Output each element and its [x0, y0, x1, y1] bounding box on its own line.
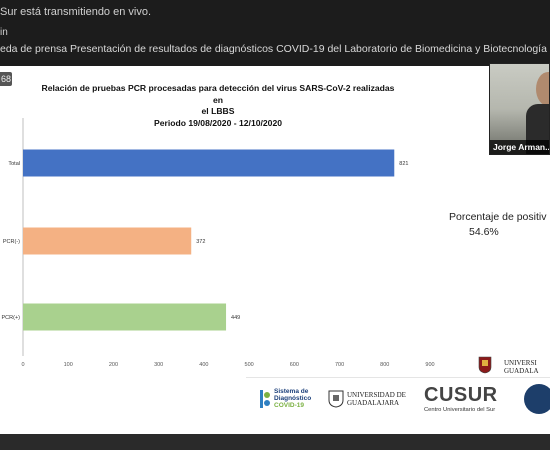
live-status-text: Sur está transmitiendo en vivo.	[0, 6, 152, 18]
chart-title-line-3: Periodo 19/08/2020 - 12/10/2020	[153, 117, 283, 128]
live-sub-text: in	[0, 27, 8, 38]
sdc-mark-icon	[260, 389, 270, 408]
udg-corner-line-2: GUADALA	[504, 367, 539, 375]
udg-line-1: UNIVERSIDAD DE	[347, 390, 406, 399]
x-tick-label: 800	[380, 362, 389, 368]
data-label: 821	[399, 161, 408, 167]
bar-pcr	[23, 227, 192, 255]
sdc-line-3: COVID-19	[274, 402, 304, 410]
logos-bar: Sistema de Diagnóstico COVID-19 UNIVERSI…	[246, 377, 550, 418]
x-tick-label: 300	[154, 362, 163, 368]
udg-seal-icon	[478, 356, 492, 374]
sdc-line-1: Sistema de	[274, 387, 309, 395]
positivity-value: 54.6%	[469, 226, 499, 238]
slide-counter: 68	[0, 72, 12, 86]
category-label: Total	[8, 161, 20, 167]
data-label: 449	[231, 315, 240, 321]
participant-face	[536, 72, 549, 106]
category-label: PCR(+)	[2, 315, 21, 321]
positivity-label: Porcentaje de positiv	[449, 211, 547, 223]
event-title: eda de prensa Presentación de resultados…	[0, 43, 550, 55]
x-tick-label: 600	[290, 362, 299, 368]
udg-line-2: GUADALAJARA	[347, 398, 400, 407]
x-tick-label: 500	[245, 362, 254, 368]
udg-shield-icon	[328, 390, 344, 408]
bar-pcr	[23, 303, 227, 331]
category-label: PCR(-)	[3, 239, 20, 245]
participant-name: Jorge Arman...	[490, 140, 549, 154]
chart-title-line-1: Relación de pruebas PCR procesadas para …	[41, 83, 395, 105]
x-tick-label: 900	[425, 362, 434, 368]
udg-corner-logo: UNIVERSI GUADALA	[478, 356, 550, 378]
sdc-line-2: Diagnóstico	[274, 394, 312, 402]
chart-title: Relación de pruebas PCR procesadas para …	[38, 83, 398, 129]
cusur-wordmark: CUSUR	[424, 383, 498, 406]
x-tick-label: 700	[335, 362, 344, 368]
x-tick-label: 400	[199, 362, 208, 368]
sdc-logo: Sistema de Diagnóstico COVID-19	[258, 378, 311, 419]
cusur-logo: CUSUR Centro Universitario del Sur	[424, 378, 498, 419]
bar-total	[23, 149, 395, 177]
bottom-bar	[0, 434, 550, 450]
round-emblem-icon	[524, 384, 550, 414]
x-tick-label: 100	[64, 362, 73, 368]
chart-title-line-2: el LBBS	[201, 106, 235, 116]
x-tick-label: 0	[21, 362, 24, 368]
udg-corner-line-1: UNIVERSI	[504, 359, 537, 367]
udg-logo: UNIVERSIDAD DE GUADALAJARA	[328, 378, 406, 419]
participant-video-tile[interactable]: Jorge Arman...	[489, 63, 550, 155]
x-tick-label: 200	[109, 362, 118, 368]
data-label: 372	[196, 239, 205, 245]
cusur-subtitle: Centro Universitario del Sur	[424, 406, 496, 413]
